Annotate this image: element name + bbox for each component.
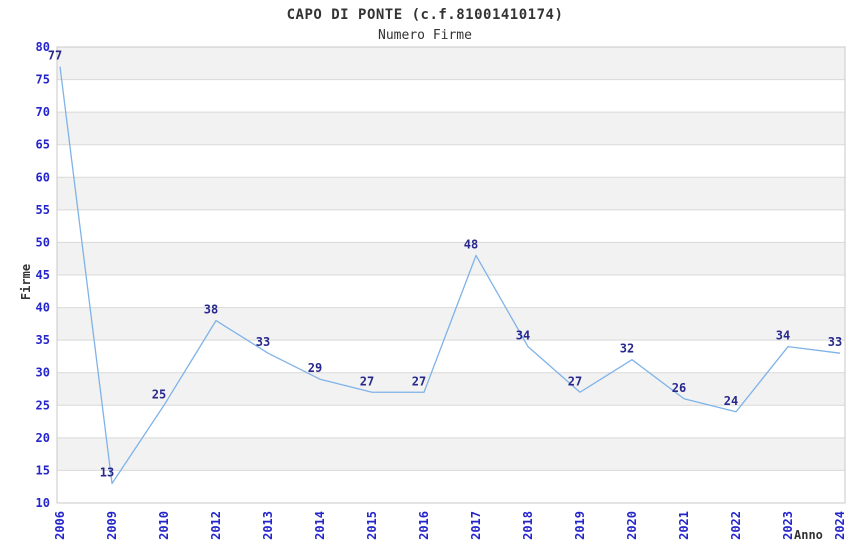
y-tick-label: 65 [36,138,50,152]
y-tick-label: 15 [36,463,50,477]
chart-subtitle: Numero Firme [378,28,472,43]
x-axis-title: Anno [794,528,823,542]
y-tick-label: 10 [36,496,50,510]
x-tick-label: 2019 [573,511,587,540]
data-point-label: 24 [724,394,738,408]
y-tick-label: 75 [36,73,50,87]
data-point-label: 25 [152,387,166,401]
plot-band [57,437,845,471]
data-line [59,66,841,485]
plot-band [57,112,845,145]
y-tick-label: 55 [36,203,50,217]
data-point-label: 13 [100,465,114,479]
y-tick-label: 80 [36,40,50,54]
data-point-label: 27 [568,374,582,388]
x-tick-label: 2022 [729,511,743,540]
y-tick-label: 20 [36,431,50,445]
data-point-label: 38 [204,303,218,317]
y-tick-label: 50 [36,235,50,249]
plot-band [57,242,845,275]
y-tick-label: 60 [36,170,50,184]
x-tick-label: 2010 [157,511,171,540]
y-tick-label: 40 [36,301,50,315]
x-tick-label: 2013 [261,511,275,540]
x-tick-label: 2009 [105,511,119,540]
data-point-label: 48 [464,237,478,251]
data-point-label: 33 [256,335,270,349]
plot-band [57,307,845,341]
chart-title: CAPO DI PONTE (c.f.81001410174) [286,7,564,23]
x-tick-label: 2015 [365,511,379,540]
y-tick-label: 25 [36,398,50,412]
data-point-label: 27 [360,374,374,388]
data-point-label: 27 [412,374,426,388]
x-tick-label: 2018 [521,511,535,540]
x-tick-label: 2021 [677,511,691,540]
x-tick-label: 2020 [625,511,639,540]
x-tick-label: 2023 [781,511,795,540]
data-point-label: 34 [776,329,790,343]
y-tick-label: 45 [36,268,50,282]
y-tick-label: 35 [36,333,50,347]
x-tick-label: 2024 [833,511,847,540]
plot-border [56,46,846,504]
data-point-label: 29 [308,361,322,375]
data-point-label: 33 [828,335,842,349]
x-tick-label: 2016 [417,511,431,540]
data-point-label: 26 [672,381,686,395]
data-point-label: 77 [48,49,62,63]
x-tick-label: 2014 [313,511,327,540]
plot-band [57,372,845,406]
data-point-label: 32 [620,342,634,356]
data-point-label: 34 [516,329,530,343]
plot-band [57,177,845,210]
x-tick-label: 2012 [209,511,223,540]
x-tick-label: 2006 [53,511,67,540]
plot-band [57,47,845,80]
x-tick-label: 2017 [469,511,483,540]
y-tick-label: 70 [36,105,50,119]
y-tick-label: 30 [36,366,50,380]
